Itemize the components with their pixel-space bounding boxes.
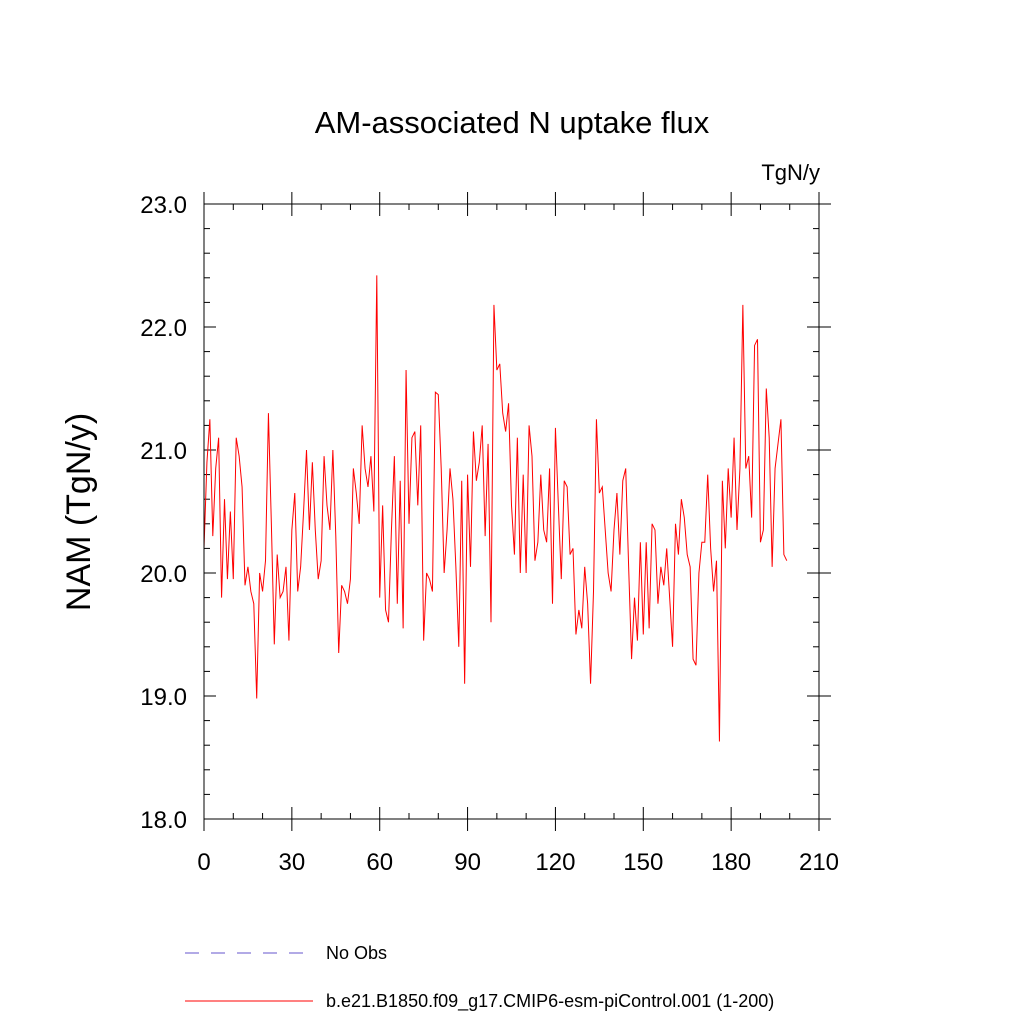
plot-frame [203, 203, 820, 820]
chart-title: AM-associated N uptake flux [315, 105, 710, 140]
y-axis-label: NAM (TgN/y) [60, 413, 98, 611]
x-tick-label: 210 [799, 849, 839, 876]
x-tick-label: 60 [366, 849, 393, 876]
x-tick-label: 120 [535, 849, 575, 876]
y-tick-label: 18.0 [140, 807, 187, 834]
y-tick-label: 21.0 [140, 438, 187, 465]
legend-label-model: b.e21.B1850.f09_g17.CMIP6-esm-piControl.… [326, 991, 774, 1012]
x-tick-label: 90 [454, 849, 481, 876]
x-tick-label: 0 [197, 849, 210, 876]
legend-label-no-obs: No Obs [326, 943, 387, 963]
legend: No Obs b.e21.B1850.f09_g17.CMIP6-esm-piC… [185, 943, 774, 1012]
x-tick-label: 150 [623, 849, 663, 876]
axis-ticks [203, 192, 831, 831]
y-tick-labels: 18.0 19.0 20.0 21.0 22.0 23.0 [140, 192, 187, 834]
y-tick-label: 22.0 [140, 315, 187, 342]
x-tick-label: 180 [711, 849, 751, 876]
x-tick-labels: 0 30 60 90 120 150 180 210 [197, 849, 839, 876]
y-tick-label: 23.0 [140, 192, 187, 219]
y-tick-label: 19.0 [140, 684, 187, 711]
y-tick-label: 20.0 [140, 561, 187, 588]
series-line [203, 275, 788, 742]
units-label: TgN/y [761, 160, 820, 185]
x-tick-label: 30 [279, 849, 306, 876]
